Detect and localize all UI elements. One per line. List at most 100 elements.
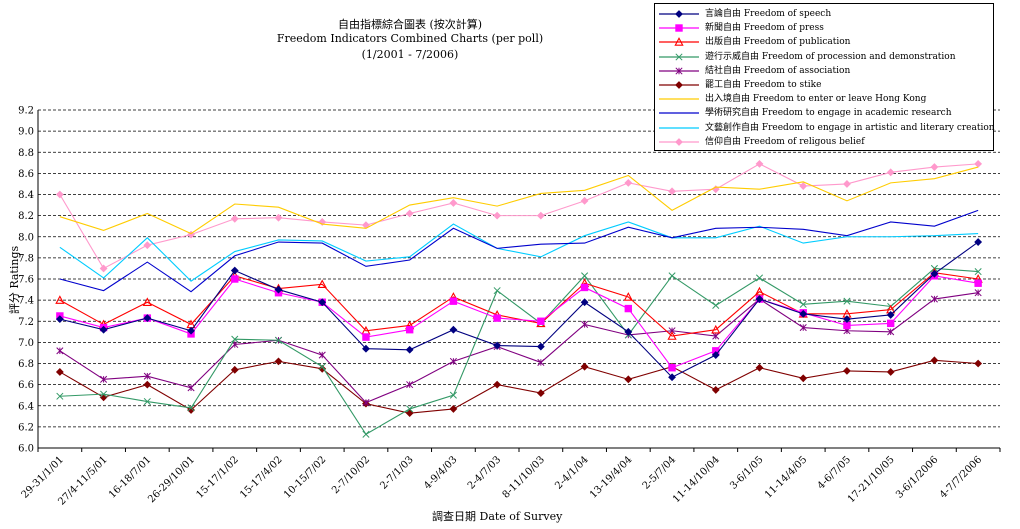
data-point bbox=[230, 266, 239, 275]
x-tick-label: 2-4/1/04 bbox=[553, 454, 590, 491]
data-point bbox=[143, 241, 152, 250]
legend-item: 出入境自由 Freedom to enter or leave Hong Kon… bbox=[655, 92, 995, 106]
data-point bbox=[974, 289, 982, 297]
data-point bbox=[99, 264, 108, 273]
x-tick-label: 29-31/1/01 bbox=[20, 454, 66, 500]
data-point bbox=[799, 374, 808, 383]
data-point bbox=[143, 314, 152, 322]
data-point bbox=[143, 372, 151, 380]
y-tick-label: 6.2 bbox=[18, 422, 34, 433]
data-point bbox=[843, 366, 851, 375]
x-tick-label: 2-7/10/02 bbox=[330, 454, 372, 496]
data-point bbox=[930, 356, 939, 365]
data-point bbox=[674, 37, 684, 47]
data-point bbox=[580, 283, 589, 292]
y-tick-label: 9.2 bbox=[18, 106, 34, 117]
data-point bbox=[187, 406, 195, 414]
data-point bbox=[537, 317, 545, 325]
data-point bbox=[362, 333, 370, 341]
x-tick-label: 15-17/1/02 bbox=[194, 454, 240, 500]
legend-swatch bbox=[659, 98, 699, 100]
y-tick-label: 8.2 bbox=[18, 211, 34, 222]
x-tick-label: 17-21/10/05 bbox=[846, 454, 897, 505]
data-point bbox=[362, 344, 370, 353]
data-point bbox=[974, 359, 983, 368]
y-tick-label: 8.4 bbox=[18, 190, 34, 201]
data-point bbox=[754, 286, 765, 296]
x-tick-label: 13-19/4/04 bbox=[588, 454, 634, 500]
data-point bbox=[187, 384, 195, 392]
data-point bbox=[493, 287, 501, 295]
legend-label: 文藝創作自由 Freedom to engage in artistic and… bbox=[705, 122, 995, 133]
data-point bbox=[667, 331, 677, 340]
x-tick-label: 4-9/4/03 bbox=[422, 454, 459, 491]
data-point bbox=[886, 311, 895, 319]
legend-swatch bbox=[659, 67, 699, 75]
data-point bbox=[449, 199, 458, 207]
data-point bbox=[668, 272, 676, 280]
data-point bbox=[99, 325, 108, 334]
data-point bbox=[142, 297, 152, 306]
data-point bbox=[56, 392, 64, 400]
legend-swatch bbox=[659, 53, 699, 61]
data-point bbox=[930, 295, 938, 303]
data-point bbox=[230, 365, 239, 374]
y-tick-label: 6.0 bbox=[18, 444, 34, 455]
series-6 bbox=[59, 166, 979, 235]
data-point bbox=[536, 389, 545, 397]
data-point bbox=[712, 301, 720, 309]
y-tick-label: 8.0 bbox=[18, 232, 34, 243]
data-point bbox=[675, 137, 683, 146]
data-point bbox=[318, 364, 327, 373]
x-tick-label: 10-15/7/02 bbox=[282, 454, 328, 500]
data-point bbox=[755, 159, 764, 168]
x-tick-label: 15-17/4/02 bbox=[238, 454, 284, 500]
data-point bbox=[536, 342, 545, 351]
legend-item: 出版自由 Freedom of publication bbox=[655, 35, 995, 49]
series-9 bbox=[55, 159, 983, 273]
data-point bbox=[493, 314, 501, 322]
y-tick-label: 9.0 bbox=[18, 127, 34, 138]
data-point bbox=[143, 397, 151, 406]
data-point bbox=[55, 368, 64, 376]
legend-swatch bbox=[659, 24, 699, 32]
data-point bbox=[755, 274, 764, 282]
legend-label: 罷工自由 Freedom to stike bbox=[705, 80, 822, 90]
data-point bbox=[930, 163, 939, 171]
legend-swatch bbox=[659, 112, 699, 114]
data-point bbox=[668, 364, 676, 372]
series-line bbox=[59, 359, 979, 414]
legend-item: 遊行示威自由 Freedom of procession and demonst… bbox=[655, 50, 995, 64]
y-tick-label: 7.4 bbox=[18, 296, 34, 307]
data-point bbox=[405, 345, 414, 354]
x-tick-label: 3-6/1/2006 bbox=[894, 454, 940, 500]
data-point bbox=[449, 357, 457, 365]
series-line bbox=[59, 292, 979, 404]
data-point bbox=[624, 178, 633, 187]
y-tick-label: 6.8 bbox=[18, 359, 34, 370]
y-axis-title: 評分 Ratings bbox=[8, 245, 21, 315]
series-7 bbox=[59, 209, 979, 293]
data-point bbox=[537, 358, 545, 366]
legend-swatch bbox=[659, 81, 699, 89]
data-point bbox=[362, 399, 370, 407]
data-point bbox=[755, 295, 764, 303]
data-point bbox=[493, 211, 502, 220]
data-point bbox=[449, 405, 458, 413]
legend: 言論自由 Freedom of speech 新聞自由 Freedom of pr… bbox=[654, 3, 995, 151]
legend-item: 新聞自由 Freedom of press bbox=[655, 21, 995, 35]
data-point bbox=[930, 269, 939, 278]
data-point bbox=[843, 321, 851, 330]
data-point bbox=[974, 159, 983, 168]
data-point bbox=[799, 324, 807, 332]
data-point bbox=[405, 209, 414, 218]
data-point bbox=[231, 335, 239, 343]
series-0 bbox=[55, 238, 983, 382]
y-tick-label: 6.6 bbox=[18, 380, 34, 391]
data-point bbox=[318, 351, 326, 359]
data-point bbox=[581, 320, 589, 328]
data-point bbox=[56, 347, 64, 355]
x-tick-label: 11-14/10/04 bbox=[671, 454, 722, 505]
x-tick-label: 16-18/7/01 bbox=[107, 454, 153, 500]
